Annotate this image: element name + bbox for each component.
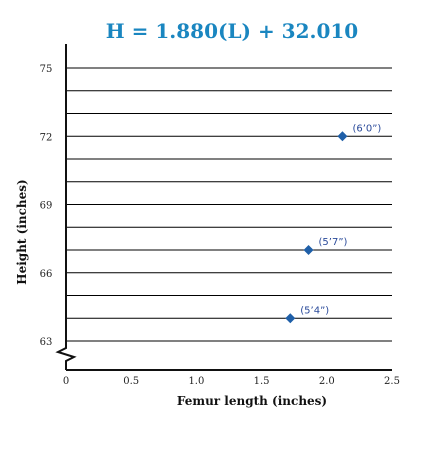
y-tick-label: 63 — [40, 337, 53, 348]
y-axis — [55, 44, 77, 370]
x-axis-label: Femur length (inches) — [177, 394, 327, 408]
x-tick-labels: 0 0.5 1.0 1.5 2.0 2.5 — [63, 376, 400, 387]
x-tick-label: 2.0 — [319, 376, 335, 387]
data-point-marker — [337, 131, 348, 142]
grid-lines — [66, 67, 392, 342]
x-tick-label: 2.5 — [384, 376, 400, 387]
x-tick-label: 1.5 — [254, 376, 270, 387]
x-tick-label: 0.5 — [123, 376, 139, 387]
x-tick-label: 1.0 — [188, 376, 204, 387]
data-points: (5’4”) (5’7”) (6’0”) — [285, 123, 381, 324]
y-tick-labels: 63 66 69 72 75 — [40, 64, 53, 348]
data-point-label: (5’7”) — [319, 237, 348, 248]
chart-title: H = 1.880(L) + 32.010 — [106, 19, 358, 43]
data-point-marker — [285, 313, 296, 324]
data-point-label: (5’4”) — [300, 305, 329, 316]
data-point-marker — [303, 245, 314, 255]
y-tick-label: 72 — [40, 132, 53, 143]
y-tick-label: 69 — [40, 201, 53, 212]
y-tick-label: 75 — [40, 64, 53, 75]
data-point-label: (6’0”) — [352, 123, 381, 134]
y-axis-label: Height (inches) — [15, 179, 29, 284]
x-tick-label: 0 — [63, 376, 69, 387]
y-tick-label: 66 — [40, 269, 53, 280]
